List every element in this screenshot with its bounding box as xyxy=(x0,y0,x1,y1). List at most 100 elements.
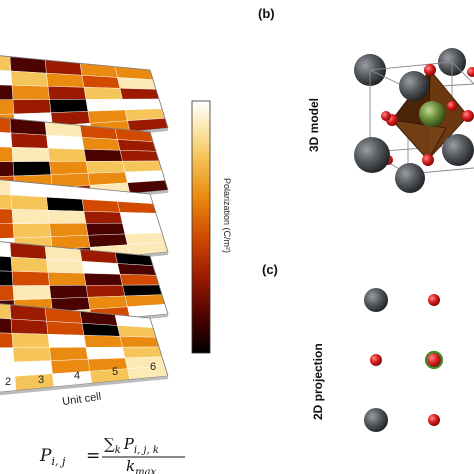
projection-2d-label: 2D projection xyxy=(311,343,325,420)
heatmap-cell xyxy=(47,334,87,348)
eq-equals: = xyxy=(86,446,100,466)
oxygen-atom xyxy=(447,101,457,111)
heatmap-cell xyxy=(12,285,52,301)
oxygen-atom xyxy=(462,110,474,122)
heatmap-cell xyxy=(0,318,13,334)
heatmap-layers xyxy=(0,55,169,396)
heatmap-cell xyxy=(11,147,50,162)
heatmap-cell xyxy=(0,146,14,162)
colorbar-label: Polarization (C/m²) xyxy=(222,178,232,253)
grey-atom xyxy=(364,288,388,312)
heatmap-cell xyxy=(0,285,15,301)
heatmap-layer xyxy=(0,241,169,334)
heatmap-cell xyxy=(119,274,160,286)
heatmap-cell xyxy=(0,332,14,348)
panel-label-c: (c) xyxy=(262,262,278,277)
axis-tick-label: 5 xyxy=(112,366,118,378)
oxygen-atom xyxy=(467,67,474,77)
heatmap-cell xyxy=(11,209,50,224)
heatmap-cell xyxy=(13,360,53,377)
eq-den-sub: max xyxy=(135,467,156,474)
heatmap-cell xyxy=(0,194,13,210)
heatmap-cell xyxy=(10,194,49,211)
heatmap-cell xyxy=(49,347,89,361)
octahedron-face xyxy=(390,119,447,161)
heatmap-cell xyxy=(0,84,14,100)
heatmap-cell xyxy=(47,86,87,100)
eq-term-sub: i, j, k xyxy=(134,445,159,456)
eq-sum-sub: k xyxy=(115,445,121,456)
heatmap-cell xyxy=(83,211,123,224)
crystal-3d-model xyxy=(354,48,474,193)
heatmap-cell xyxy=(12,161,52,177)
heatmap-cell xyxy=(46,258,85,274)
oxygen-atom xyxy=(428,294,440,306)
eq-den: k xyxy=(126,457,135,474)
colorbar-gradient xyxy=(191,100,211,354)
heatmap-cell xyxy=(85,284,126,298)
oxygen-atom xyxy=(422,154,434,166)
heatmap-cell xyxy=(44,59,83,76)
heatmap-cell xyxy=(119,336,160,348)
heatmap-cell xyxy=(46,196,85,212)
heatmap-cell xyxy=(49,99,89,113)
heatmap-cell xyxy=(119,88,160,100)
heatmap-cell xyxy=(10,70,49,87)
colorbar: Polarization (C/m²) xyxy=(191,100,232,354)
heatmap-cell xyxy=(81,323,121,337)
heatmap-cell xyxy=(122,222,163,235)
eq-lhs-sub: i, j xyxy=(51,455,66,468)
heatmap-cell xyxy=(10,318,49,335)
heatmap-cell xyxy=(46,134,85,150)
model-3d-label: 3D model xyxy=(307,98,321,152)
oxygen-atom xyxy=(428,414,440,426)
heatmap-cell xyxy=(83,335,123,348)
axis-tick-label: 3 xyxy=(38,374,44,386)
heatmap-cell xyxy=(85,98,126,112)
grey-atom xyxy=(364,408,388,432)
heatmap-cell xyxy=(46,320,85,336)
heatmap-cell xyxy=(83,149,123,162)
heatmap-cell xyxy=(0,70,13,86)
grey-atom xyxy=(399,71,429,101)
heatmap-cell xyxy=(81,199,121,213)
heatmap-cell xyxy=(9,56,47,74)
heatmap-cell xyxy=(49,161,89,175)
oxygen-atom xyxy=(381,111,391,121)
unit-cell-axis: 2 3 4 5 6 Unit cell xyxy=(5,361,156,408)
heatmap-cell xyxy=(11,333,50,348)
axis-label: Unit cell xyxy=(62,391,102,408)
heatmap-cell xyxy=(11,85,50,100)
heatmap-cell xyxy=(10,132,49,149)
axis-tick-label: 2 xyxy=(5,376,11,388)
heatmap-cell xyxy=(0,161,15,177)
heatmap-cell xyxy=(85,222,126,236)
oxygen-atom xyxy=(370,354,382,366)
heatmap-cell xyxy=(47,272,87,286)
heatmap-cell xyxy=(12,223,52,239)
heatmap-cell xyxy=(0,256,13,272)
heatmap-cell xyxy=(12,99,52,115)
heatmap-cell xyxy=(85,160,126,174)
svg-text:Pi, j: Pi, j xyxy=(39,446,66,468)
eq-sum: ∑ xyxy=(104,435,115,453)
heatmap-cell xyxy=(49,285,89,299)
grey-atom xyxy=(395,163,425,193)
center-atom xyxy=(419,101,445,127)
heatmap-cell xyxy=(47,210,87,224)
heatmap-cell xyxy=(11,271,50,286)
eq-lhs: P xyxy=(39,446,52,466)
heatmap-cell xyxy=(46,72,85,88)
heatmap-cell xyxy=(122,284,163,297)
grey-atom xyxy=(354,137,390,173)
heatmap-cell xyxy=(122,346,163,359)
averaging-equation: Pi, j = ∑k Pi, j, k kmax xyxy=(39,435,185,474)
projection-2d xyxy=(364,288,444,432)
heatmap-cell xyxy=(122,98,163,111)
oxygen-atom xyxy=(424,64,436,76)
heatmap-cell xyxy=(0,270,14,286)
heatmap-layer-edge xyxy=(0,376,168,396)
axis-tick-label: 4 xyxy=(74,370,80,382)
heatmap-cell xyxy=(0,347,15,363)
